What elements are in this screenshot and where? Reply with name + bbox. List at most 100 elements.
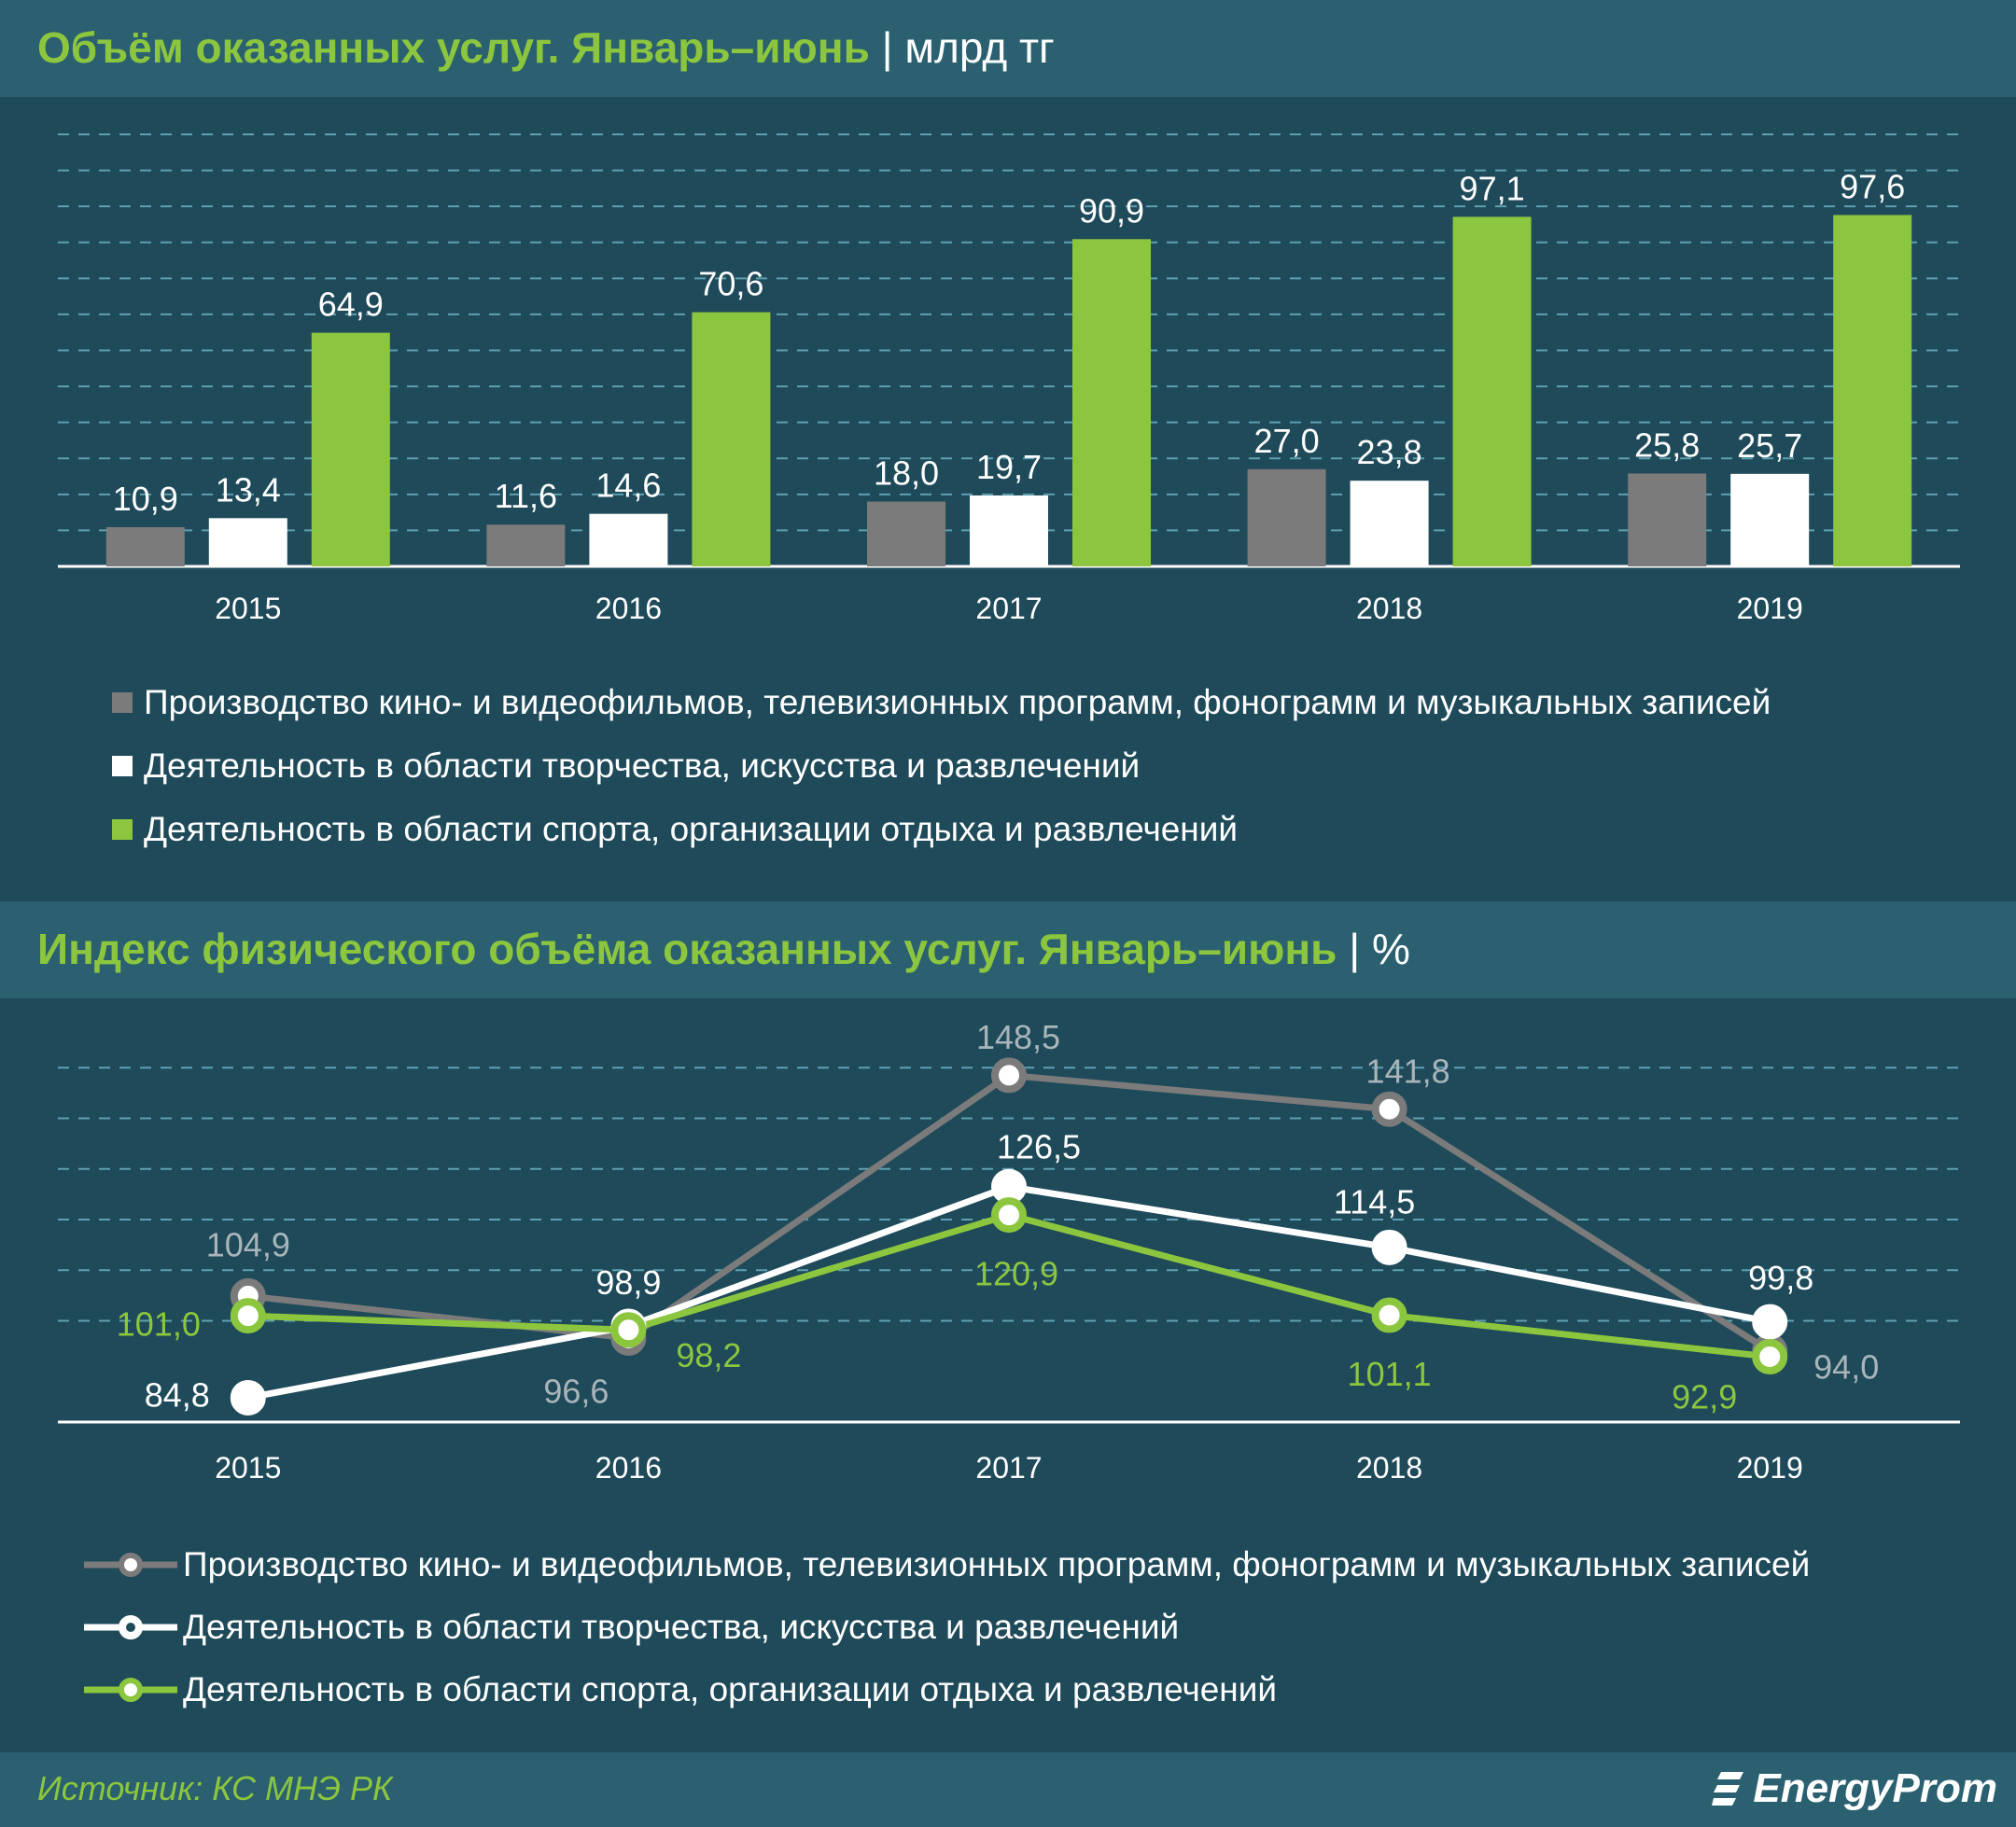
point-green-2016 <box>610 1312 647 1348</box>
legend-line-marker-white <box>84 1615 177 1639</box>
chart2-legend-label-gray: Производство кино- и видеофильмов, телев… <box>183 1545 1811 1583</box>
bar-gray-2015 <box>105 526 185 566</box>
bar-white-2016 <box>589 513 668 566</box>
chart2-legend-item-gray: Производство кино- и видеофильмов, телев… <box>82 1541 1810 1588</box>
chart2-title-unit: | % <box>1349 925 1410 973</box>
chart1-legend-label-green: Деятельность в области спорта, организац… <box>144 810 1239 848</box>
line-chart: 2015 2016 2017 2018 2019 104,9 96,6 148,5 141,8 9… <box>58 1018 1960 1485</box>
point-value-label: 99,8 <box>1748 1259 1813 1297</box>
x-tick-label: 2018 <box>1356 592 1422 625</box>
point-gray-2017 <box>991 1057 1027 1094</box>
bar-value-label: 25,8 <box>1634 425 1700 464</box>
point-value-label: 92,9 <box>1672 1378 1737 1416</box>
x-tick-label: 2016 <box>595 592 662 625</box>
point-white-2019 <box>1752 1304 1788 1340</box>
legend-line-marker-green <box>84 1678 177 1702</box>
bar-value-label: 70,6 <box>698 265 763 303</box>
bar-value-label: 11,6 <box>495 477 557 515</box>
energyprom-logo-icon <box>1712 1772 1744 1806</box>
chart2-legend-item-white: Деятельность в области творчества, искус… <box>82 1604 1179 1651</box>
x-tick-label: 2019 <box>1737 592 1803 625</box>
chart1-title-bar: Объём оказанных услуг. Январь–июнь | млр… <box>0 0 2016 97</box>
x-tick-label: 2017 <box>975 592 1042 625</box>
x-tick-label: 2017 <box>975 1451 1042 1485</box>
source-note: Источник: КС МНЭ РК <box>37 1769 393 1807</box>
bar-white-2017 <box>970 495 1048 566</box>
bar-value-label: 97,1 <box>1460 169 1525 207</box>
x-tick-label: 2018 <box>1356 1451 1422 1485</box>
bar-value-label: 25,7 <box>1737 426 1802 465</box>
chart2-title: Индекс физического объёма оказанных услу… <box>37 924 1410 974</box>
bar-value-label: 14,6 <box>595 467 661 505</box>
bar-chart: 10,9 13,4 64,9 2015 11,6 14,6 70,6 2016 18,0 19,7… <box>58 133 1960 625</box>
bar-value-label: 90,9 <box>1079 191 1144 230</box>
bar-gray-2016 <box>486 524 566 566</box>
point-white-2015 <box>230 1379 266 1416</box>
chart1-legend-item-green: Деятельность в области спорта, организац… <box>112 806 1238 853</box>
bar-green-2019 <box>1833 215 1912 566</box>
bar-white-2015 <box>208 518 287 566</box>
chart1-legend-label-white: Деятельность в области творчества, искус… <box>144 746 1141 785</box>
point-value-label: 104,9 <box>206 1225 290 1263</box>
point-green-2017 <box>991 1197 1027 1234</box>
chart1-legend-label-gray: Производство кино- и видеофильмов, телев… <box>144 683 1771 721</box>
footer: Источник: КС МНЭ РК EnergyProm <box>0 1752 2016 1827</box>
bar-white-2019 <box>1730 473 1810 566</box>
bar-green-2015 <box>311 332 390 566</box>
bar-value-label: 19,7 <box>976 448 1042 486</box>
chart1-title-main: Объём оказанных услуг. Январь–июнь <box>37 23 870 72</box>
point-value-label: 96,6 <box>543 1372 609 1410</box>
chart2-legend-label-white: Деятельность в области творчества, искус… <box>183 1608 1180 1646</box>
point-value-label: 141,8 <box>1366 1052 1450 1090</box>
point-white-2018 <box>1371 1229 1407 1265</box>
x-tick-label: 2015 <box>215 592 281 625</box>
point-green-2015 <box>230 1298 266 1334</box>
chart1-legend-item-gray: Производство кино- и видеофильмов, телев… <box>112 679 1771 726</box>
chart1-legend-item-white: Деятельность в области творчества, искус… <box>112 743 1140 789</box>
chart2-legend-label-green: Деятельность в области спорта, организац… <box>183 1670 1278 1708</box>
point-value-label: 101,1 <box>1348 1355 1432 1393</box>
bar-green-2017 <box>1072 239 1151 566</box>
point-value-label: 101,0 <box>117 1305 201 1344</box>
point-value-label: 126,5 <box>997 1127 1081 1165</box>
x-tick-label: 2016 <box>595 1451 662 1485</box>
bar-gray-2017 <box>867 501 945 566</box>
x-tick-label: 2019 <box>1737 1451 1803 1485</box>
bar-white-2018 <box>1350 481 1429 566</box>
point-white-2017 <box>991 1168 1027 1205</box>
legend-swatch-gray <box>112 692 133 713</box>
brand-logo: EnergyProm <box>1712 1765 1997 1812</box>
bar-value-label: 13,4 <box>216 470 281 509</box>
point-gray-2018 <box>1371 1091 1407 1127</box>
point-value-label: 98,9 <box>595 1263 661 1302</box>
bar-value-label: 27,0 <box>1254 422 1320 460</box>
point-value-label: 120,9 <box>974 1255 1058 1293</box>
bar-value-label: 64,9 <box>318 286 384 324</box>
chart2-legend-item-green: Деятельность в области спорта, организац… <box>82 1667 1277 1713</box>
legend-swatch-green <box>112 819 133 840</box>
legend-line-marker-gray <box>84 1553 177 1577</box>
x-tick-label: 2015 <box>215 1451 281 1485</box>
point-value-label: 98,2 <box>676 1336 741 1374</box>
brand-name: EnergyProm <box>1753 1765 1997 1811</box>
legend-swatch-white <box>112 756 133 776</box>
bar-value-label: 23,8 <box>1357 433 1422 471</box>
chart1-title: Объём оказанных услуг. Январь–июнь | млр… <box>37 22 1055 73</box>
point-value-label: 84,8 <box>145 1375 210 1414</box>
point-value-label: 94,0 <box>1813 1348 1879 1387</box>
bar-gray-2019 <box>1628 473 1707 566</box>
chart2-title-main: Индекс физического объёма оказанных услу… <box>37 925 1337 973</box>
bar-gray-2018 <box>1247 468 1326 566</box>
point-green-2018 <box>1371 1297 1407 1333</box>
bar-green-2016 <box>692 312 771 566</box>
point-green-2019 <box>1752 1339 1788 1375</box>
bar-value-label: 18,0 <box>874 454 939 493</box>
bar-green-2018 <box>1452 216 1532 566</box>
bar-value-label: 10,9 <box>113 480 178 518</box>
chart2-title-bar: Индекс физического объёма оказанных услу… <box>0 901 2016 998</box>
bar-value-label: 97,6 <box>1840 167 1905 205</box>
chart1-title-unit: | млрд тг <box>881 23 1055 72</box>
point-value-label: 148,5 <box>976 1018 1060 1056</box>
point-value-label: 114,5 <box>1334 1182 1415 1220</box>
